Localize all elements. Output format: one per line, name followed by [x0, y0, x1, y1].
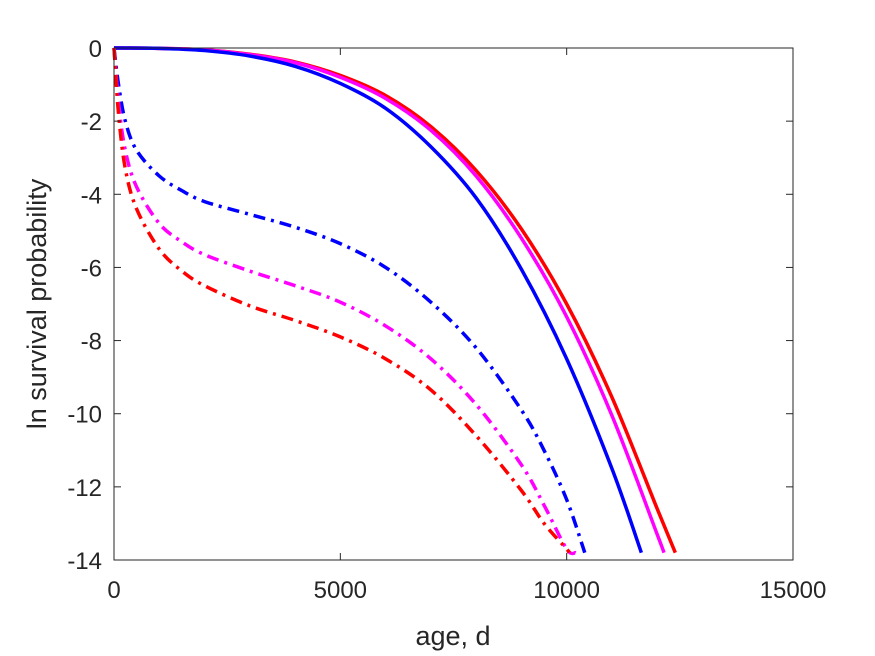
plot-frame — [113, 47, 794, 561]
y-tick-label: 0 — [89, 36, 102, 63]
plot-area — [114, 48, 793, 560]
y-tick-label: -8 — [81, 329, 102, 356]
y-tick-label: -6 — [81, 255, 102, 282]
x-tick-label: 15000 — [760, 577, 827, 604]
y-tick-label: -2 — [81, 109, 102, 136]
y-tick-label: -4 — [81, 182, 102, 209]
x-tick-label: 10000 — [533, 577, 600, 604]
series-line-3 — [112, 47, 587, 554]
x-axis-label: age, d — [415, 621, 490, 651]
x-tick-label: 5000 — [314, 577, 367, 604]
y-tick-label: -12 — [67, 475, 102, 502]
series-layer — [112, 46, 677, 556]
series-line-2 — [113, 46, 644, 554]
series-line-4 — [112, 47, 577, 556]
y-tick-label: -14 — [67, 548, 102, 575]
y-tick-label: -10 — [67, 402, 102, 429]
y-axis-label: ln survival probability — [22, 178, 52, 429]
x-tick-label: 0 — [107, 577, 120, 604]
